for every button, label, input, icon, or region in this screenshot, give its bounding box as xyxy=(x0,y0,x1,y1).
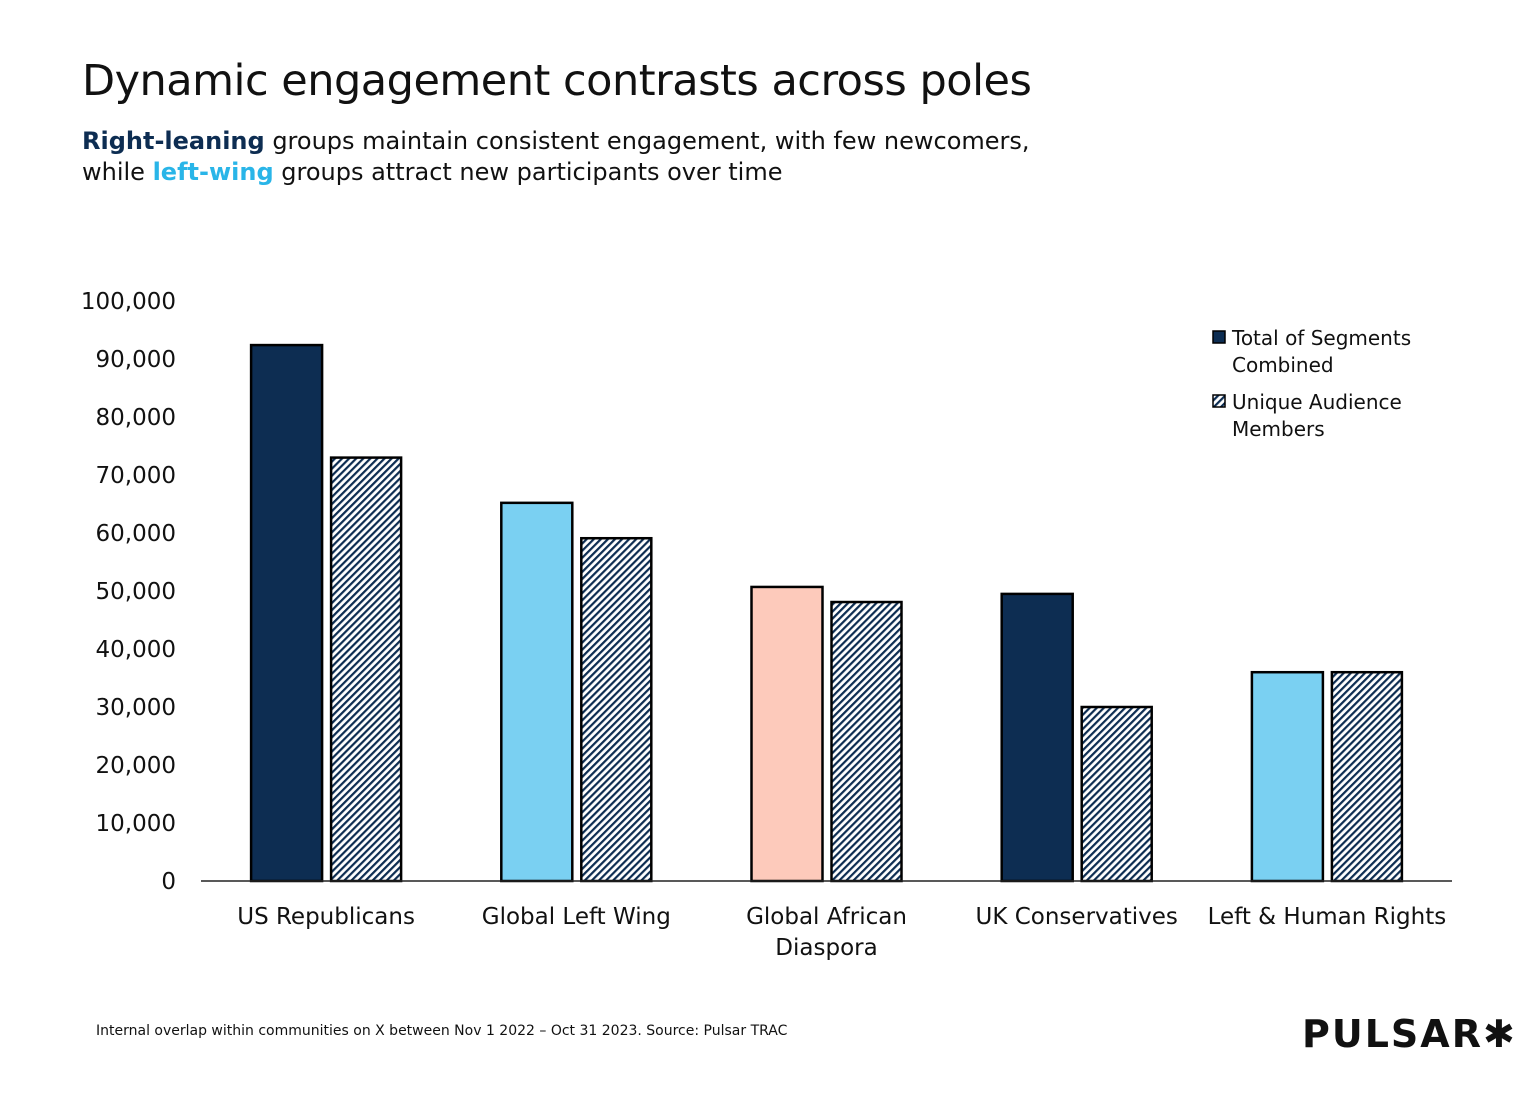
legend-swatch-unique xyxy=(1212,394,1226,408)
y-tick-label: 70,000 xyxy=(96,463,176,489)
y-tick-label: 60,000 xyxy=(96,521,176,547)
chart-title: Dynamic engagement contrasts across pole… xyxy=(82,56,1032,106)
bar-total xyxy=(750,585,824,883)
x-category-label: Global Left Wing xyxy=(482,904,671,930)
right-leaning-highlight: Right-leaning xyxy=(82,127,265,155)
x-category-label: US Republicans xyxy=(237,904,415,930)
left-wing-highlight: left-wing xyxy=(152,158,274,186)
y-tick-label: 50,000 xyxy=(96,579,176,605)
bar-total xyxy=(1250,670,1325,883)
x-category-label: Global African xyxy=(746,904,907,930)
source-footnote: Internal overlap within communities on X… xyxy=(96,1023,788,1039)
subtitle-text: while xyxy=(82,158,153,186)
bar-unique xyxy=(1330,670,1404,883)
bar-unique xyxy=(580,536,653,883)
x-category-label: UK Conservatives xyxy=(976,904,1178,930)
legend-label: Combined xyxy=(1232,353,1334,377)
y-tick-label: 10,000 xyxy=(96,811,176,837)
bar-total xyxy=(500,501,574,883)
bar-total xyxy=(1000,592,1074,883)
legend-label: Unique Audience xyxy=(1232,390,1402,414)
bar-unique xyxy=(830,600,903,883)
bar-total xyxy=(249,343,324,883)
subtitle-text: groups maintain consistent engagement, w… xyxy=(264,127,1030,155)
y-tick-label: 90,000 xyxy=(96,347,176,373)
y-tick-label: 20,000 xyxy=(96,753,176,779)
bar-unique xyxy=(1080,705,1153,883)
y-tick-label: 100,000 xyxy=(81,289,176,315)
subtitle-text: groups attract new participants over tim… xyxy=(273,158,783,186)
x-category-label: Left & Human Rights xyxy=(1208,904,1447,930)
x-category-label: Diaspora xyxy=(775,935,877,961)
legend-label: Members xyxy=(1232,417,1325,441)
y-tick-label: 40,000 xyxy=(96,637,176,663)
bar-unique xyxy=(329,456,403,883)
pulsar-logo: PULSAR✱ xyxy=(1302,1012,1517,1056)
legend-swatch-total xyxy=(1212,330,1226,344)
y-tick-label: 80,000 xyxy=(96,405,176,431)
legend-label: Total of Segments xyxy=(1231,326,1411,350)
chart-subtitle: Right-leaning groups maintain consistent… xyxy=(82,126,1030,188)
y-tick-label: 30,000 xyxy=(96,695,176,721)
y-tick-label: 0 xyxy=(161,869,176,895)
